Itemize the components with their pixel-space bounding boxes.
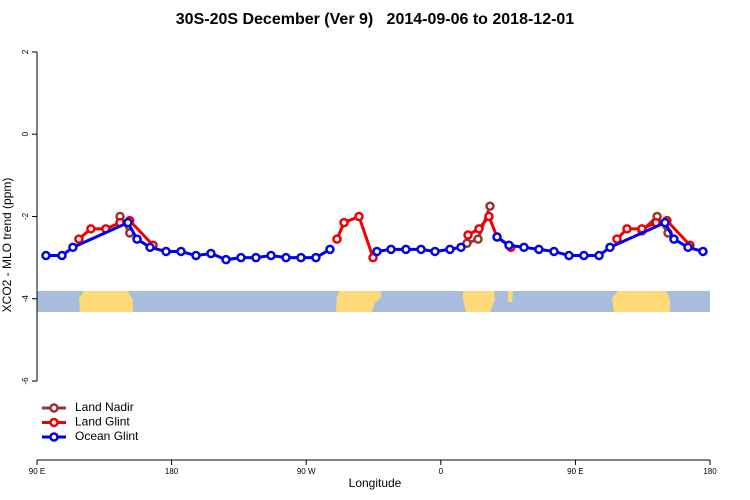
data-point xyxy=(266,250,276,261)
land-patch xyxy=(79,291,133,312)
data-point xyxy=(296,252,306,263)
data-point xyxy=(386,244,396,255)
data-point xyxy=(206,248,216,259)
data-point xyxy=(430,246,440,257)
data-point xyxy=(339,217,349,228)
chart-title: 30S-20S December (Ver 9) 2014-09-06 to 2… xyxy=(176,11,575,28)
data-point xyxy=(579,250,589,261)
x-axis-label: Longitude xyxy=(349,476,402,490)
land-patch xyxy=(612,291,670,312)
data-point xyxy=(484,211,494,222)
data-point xyxy=(132,234,142,244)
data-point xyxy=(549,246,559,257)
data-point xyxy=(660,217,670,228)
x-tick-label: 90 W xyxy=(297,467,316,476)
data-point xyxy=(462,238,472,248)
data-point xyxy=(504,240,514,251)
data-point xyxy=(74,234,84,244)
data-point xyxy=(605,242,615,253)
data-point xyxy=(445,244,455,255)
series-line xyxy=(118,205,670,245)
land-patch xyxy=(508,291,513,302)
y-tick-label: 2 xyxy=(21,49,30,54)
y-axis-label: XCO2 - MLO trend (ppm) xyxy=(0,178,14,313)
x-tick-label: 0 xyxy=(439,467,444,476)
legend-marker xyxy=(49,403,59,413)
data-point xyxy=(519,242,529,253)
data-point xyxy=(474,224,484,234)
data-point xyxy=(251,252,261,263)
y-tick-label: -4 xyxy=(21,295,30,303)
data-point xyxy=(463,230,473,240)
data-point xyxy=(683,242,693,253)
data-point xyxy=(145,242,155,253)
data-point xyxy=(485,201,495,211)
land-patch xyxy=(336,291,382,312)
data-point xyxy=(669,234,679,244)
data-point xyxy=(456,242,466,253)
data-point xyxy=(41,250,51,261)
land-mask xyxy=(37,291,710,312)
data-point xyxy=(622,224,632,234)
data-point xyxy=(123,217,133,228)
data-point xyxy=(354,211,364,222)
data-point xyxy=(564,250,574,261)
data-point xyxy=(698,246,708,257)
legend-marker xyxy=(49,432,59,442)
x-tick-label: 180 xyxy=(703,467,717,476)
y-tick-label: -2 xyxy=(21,212,30,220)
data-point xyxy=(68,242,78,253)
legend-label: Land Glint xyxy=(75,415,130,429)
y-tick-label: 0 xyxy=(21,131,30,136)
data-point xyxy=(401,244,411,255)
data-point xyxy=(236,252,246,263)
x-tick-label: 180 xyxy=(165,467,179,476)
x-tick-label: 90 E xyxy=(29,467,45,476)
data-point xyxy=(594,250,604,261)
data-point xyxy=(57,250,67,261)
data-point xyxy=(534,244,544,255)
data-point xyxy=(325,244,335,255)
data-point xyxy=(176,246,186,257)
series-line xyxy=(77,213,692,259)
data-point xyxy=(332,234,342,244)
data-point xyxy=(416,244,426,255)
data-point xyxy=(86,224,96,234)
land-patch xyxy=(463,291,495,312)
y-tick-label: -6 xyxy=(21,377,30,385)
data-point xyxy=(311,252,321,263)
data-point xyxy=(191,250,201,261)
legend-marker xyxy=(49,417,59,428)
data-point xyxy=(221,254,231,265)
data-point xyxy=(473,234,483,244)
x-tick-label: 90 E xyxy=(567,467,583,476)
data-point xyxy=(492,232,502,242)
legend-label: Land Nadir xyxy=(75,400,134,414)
data-point xyxy=(161,246,171,257)
data-point xyxy=(372,246,382,257)
data-point xyxy=(281,252,291,263)
legend-label: Ocean Glint xyxy=(75,429,139,443)
